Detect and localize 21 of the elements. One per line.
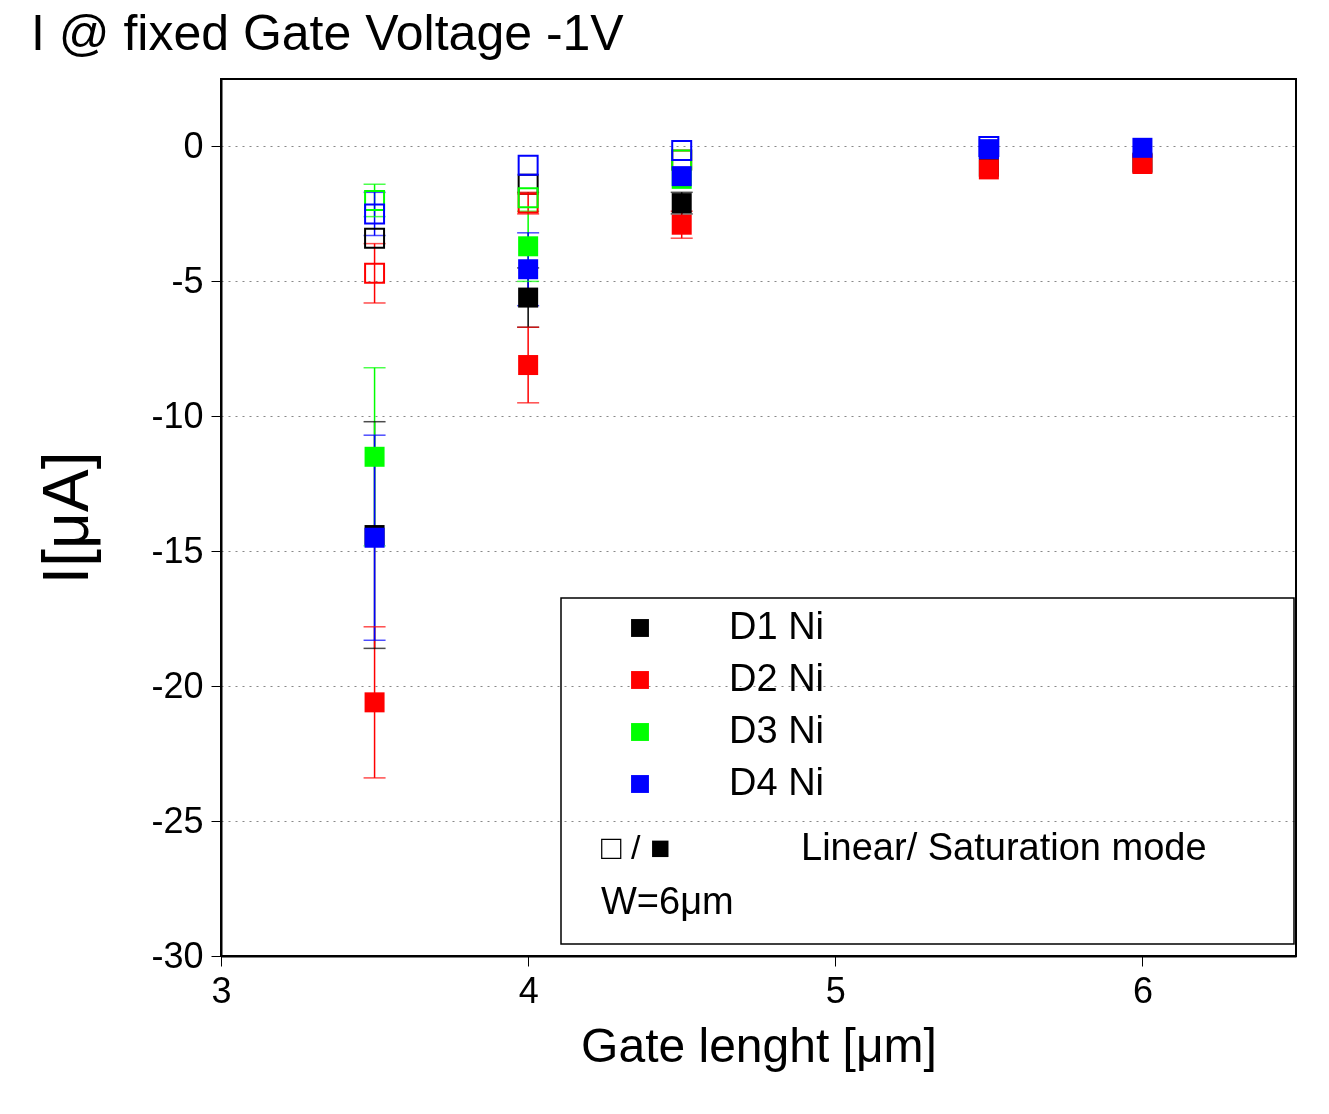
x-tick-label: 3 bbox=[211, 969, 232, 1011]
legend-label: D3 Ni bbox=[729, 709, 825, 751]
legend-label: D2 Ni bbox=[729, 657, 825, 699]
y-tick-label: -15 bbox=[151, 529, 204, 571]
y-axis-title: I[μA] bbox=[30, 451, 103, 585]
chart-title: I @ fixed Gate Voltage -1V bbox=[30, 5, 625, 61]
annotation: W=6μm bbox=[601, 880, 734, 922]
x-tick-label: 5 bbox=[825, 969, 846, 1011]
x-tick-label: 4 bbox=[518, 969, 539, 1011]
x-axis-title: Gate lenght [μm] bbox=[581, 1018, 937, 1072]
y-tick-label: -25 bbox=[151, 799, 204, 841]
x-tick-label: 6 bbox=[1132, 969, 1153, 1011]
y-tick-label: -10 bbox=[151, 394, 204, 436]
annotation: Linear/ Saturation mode bbox=[801, 826, 1207, 868]
y-tick-label: -30 bbox=[151, 934, 204, 976]
annotation: □ / ■ bbox=[601, 828, 671, 866]
y-tick-label: 0 bbox=[183, 124, 204, 166]
y-tick-label: -5 bbox=[171, 259, 204, 301]
legend-label: D4 Ni bbox=[729, 761, 825, 803]
y-tick-label: -20 bbox=[151, 664, 204, 706]
legend-label: D1 Ni bbox=[729, 605, 825, 647]
